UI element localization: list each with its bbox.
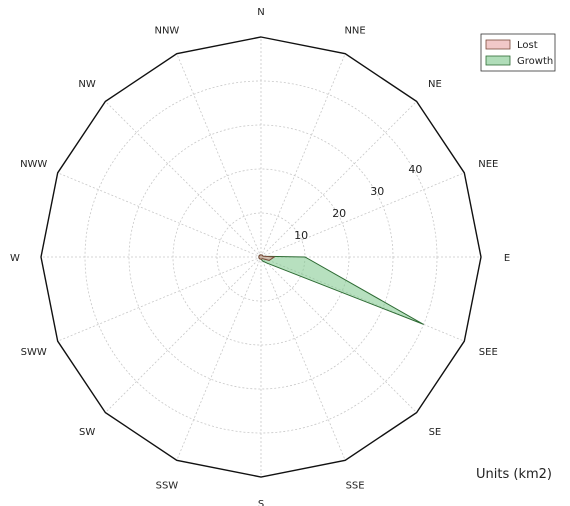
grid xyxy=(41,37,481,477)
direction-label-NNE: NNE xyxy=(344,26,365,37)
grid-spoke-NE xyxy=(260,101,417,258)
grid-spoke-NEE xyxy=(260,172,465,258)
legend-swatch-lost xyxy=(485,39,511,50)
direction-label-W: W xyxy=(10,253,20,264)
grid-spoke-NNE xyxy=(260,53,346,258)
radial-tick-40: 40 xyxy=(408,163,422,176)
grid-spoke-SE xyxy=(260,256,417,413)
grid-spoke-SW xyxy=(105,256,262,413)
units-label: Units (km2) xyxy=(476,467,552,482)
series-growth xyxy=(258,254,424,325)
direction-label-NWW: NWW xyxy=(20,159,47,170)
direction-label-N: N xyxy=(257,7,264,18)
legend-label-lost: Lost xyxy=(517,40,538,51)
grid-spoke-SSE xyxy=(260,256,346,461)
grid-spoke-NNW xyxy=(176,53,262,258)
direction-label-NE: NE xyxy=(428,79,442,90)
direction-label-NW: NW xyxy=(78,79,95,90)
direction-label-SSE: SSE xyxy=(346,480,365,491)
series-layer xyxy=(258,254,424,325)
radial-tick-20: 20 xyxy=(332,207,346,220)
legend-swatch-growth xyxy=(485,55,511,66)
direction-label-SW: SW xyxy=(79,427,95,438)
direction-label-S: S xyxy=(258,499,264,506)
direction-label-SEE: SEE xyxy=(479,347,498,358)
direction-label-E: E xyxy=(504,253,510,264)
grid-spoke-SSW xyxy=(176,256,262,461)
direction-label-SSW: SSW xyxy=(156,480,179,491)
series-lost xyxy=(258,254,276,261)
grid-spoke-NW xyxy=(105,101,262,258)
radial-tick-labels: 10 20 30 40 xyxy=(294,163,422,242)
direction-label-SE: SE xyxy=(429,427,442,438)
legend: Lost Growth xyxy=(480,33,556,72)
direction-labels: N NNE NE NEE E SEE SE SSE S SSW SW SWW W NWW NW NNW xyxy=(10,7,510,506)
direction-label-SWW: SWW xyxy=(21,347,47,358)
direction-label-NNW: NNW xyxy=(154,26,179,37)
radial-tick-10: 10 xyxy=(294,229,308,242)
chart-frame xyxy=(40,36,482,478)
legend-label-growth: Growth xyxy=(517,56,553,67)
radial-tick-30: 30 xyxy=(370,185,384,198)
direction-label-NEE: NEE xyxy=(478,159,498,170)
grid-spoke-NWW xyxy=(57,172,262,258)
grid-spoke-SWW xyxy=(57,256,262,342)
